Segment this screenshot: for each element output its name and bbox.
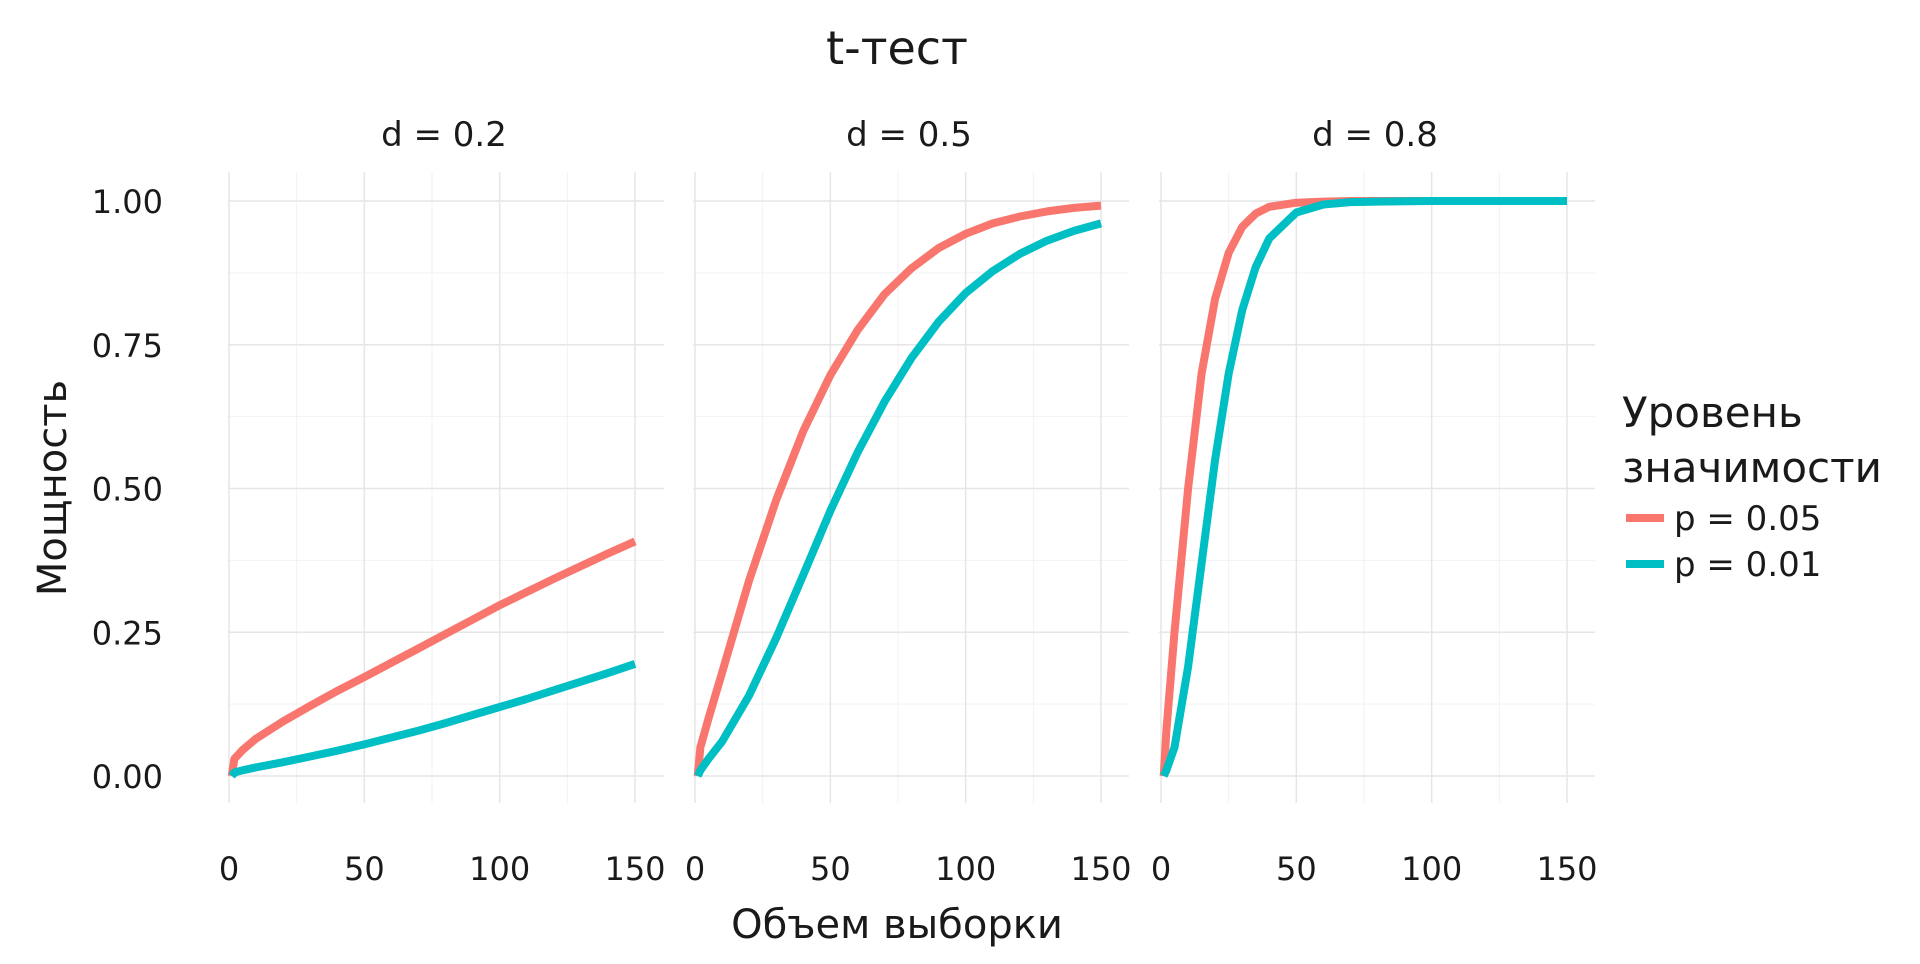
panel-label: d = 0.2 <box>381 115 507 155</box>
x-tick-label: 100 <box>935 850 996 888</box>
panel-label: d = 0.5 <box>846 115 972 155</box>
series-line-p-0-05 <box>227 537 637 777</box>
x-tick-label: 0 <box>685 850 705 888</box>
y-tick-label: 0.25 <box>92 614 163 652</box>
y-axis-label: Мощность <box>30 380 76 596</box>
x-tick-label: 150 <box>1536 850 1597 888</box>
x-tick-label: 50 <box>344 850 385 888</box>
series-line-p-0-05 <box>693 201 1102 777</box>
y-tick-label: 1.00 <box>92 183 163 221</box>
y-tick-label: 0.75 <box>92 327 163 365</box>
series-line-p-0-01 <box>694 219 1103 778</box>
legend-title-line-2: значимости <box>1622 443 1882 492</box>
series-line-p-0-01 <box>1160 197 1567 778</box>
x-tick-label: 150 <box>604 850 665 888</box>
y-tick-label: 0.00 <box>92 758 163 796</box>
panel-label: d = 0.8 <box>1312 115 1438 155</box>
x-tick-label: 0 <box>219 850 239 888</box>
x-axis-label: Объем выборки <box>731 902 1063 948</box>
x-tick-label: 150 <box>1070 850 1131 888</box>
x-tick-label: 100 <box>1401 850 1462 888</box>
series-line-p-0-01 <box>228 660 637 779</box>
x-tick-label: 100 <box>469 850 530 888</box>
x-tick-label: 0 <box>1151 850 1171 888</box>
legend-label: p = 0.05 <box>1674 499 1821 539</box>
chart-title: t-тест <box>826 21 968 75</box>
legend-label: p = 0.01 <box>1674 545 1821 585</box>
x-tick-label: 50 <box>1276 850 1317 888</box>
legend-title-line-1: Уровень <box>1622 388 1803 437</box>
x-tick-label: 50 <box>810 850 851 888</box>
y-tick-label: 0.50 <box>92 471 163 509</box>
